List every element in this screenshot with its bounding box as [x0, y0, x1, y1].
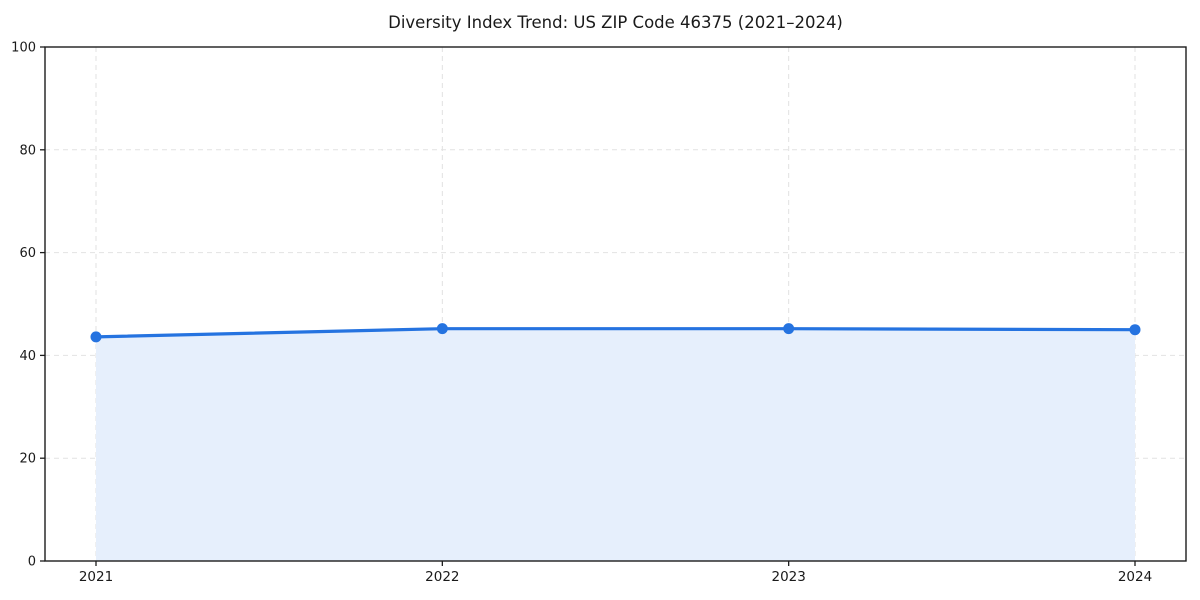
data-point-2022: [436, 323, 448, 335]
trend-line: [94, 327, 1137, 339]
y-tick-label: 80: [19, 143, 36, 158]
chart-title: Diversity Index Trend: US ZIP Code 46375…: [388, 13, 843, 32]
x-tick-label: 2022: [425, 569, 459, 585]
area-fill: [96, 328, 1135, 561]
plot-border: [44, 46, 1187, 562]
x-tick-label: 2021: [79, 569, 113, 585]
data-point-2023: [783, 323, 795, 335]
data-point-2024: [1129, 324, 1141, 336]
y-tick-label: 40: [19, 349, 36, 364]
y-tick-label: 100: [11, 41, 36, 56]
y-tick-label: 20: [19, 452, 36, 467]
y-tick-label: 60: [19, 246, 36, 261]
x-tick-label: 2023: [771, 569, 805, 585]
data-point-2021: [90, 331, 102, 343]
x-tick-label: 2024: [1118, 569, 1152, 585]
y-tick-label: 0: [28, 555, 36, 570]
